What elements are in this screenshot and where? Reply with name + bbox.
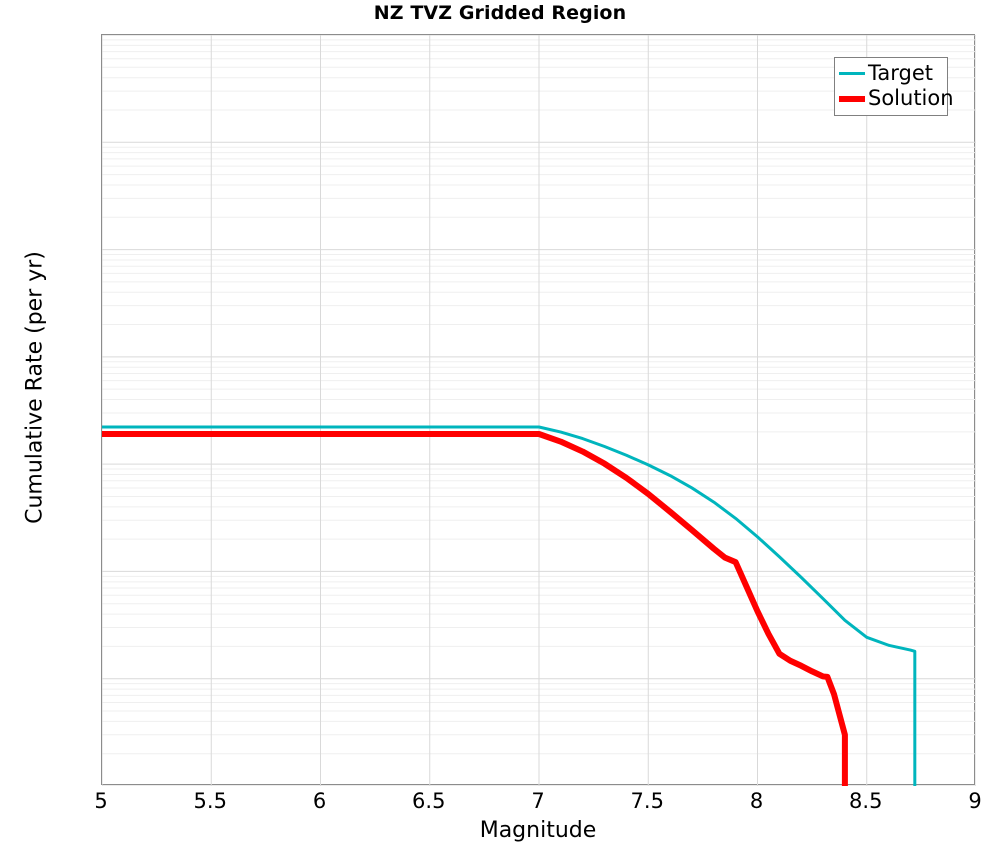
legend-item-solution: Solution	[839, 86, 954, 111]
x-tick-label: 6	[312, 789, 327, 813]
legend-label-target: Target	[868, 61, 933, 85]
x-tick-label: 8.5	[849, 789, 883, 813]
grid-lines	[102, 35, 976, 786]
x-tick-label: 8	[749, 789, 764, 813]
series-line-target	[102, 425, 917, 786]
y-axis-label: Cumulative Rate (per yr)	[22, 251, 48, 524]
x-tick-label: 5.5	[193, 789, 227, 813]
plot-area	[101, 34, 976, 786]
x-tick-label: 5	[94, 789, 108, 813]
data-series-group	[102, 425, 917, 786]
legend-swatch-solution-icon	[839, 95, 865, 102]
x-axis-label: Magnitude	[479, 818, 597, 843]
x-tick-label: 9	[968, 789, 982, 813]
series-line-solution	[102, 430, 848, 786]
legend: Target Solution	[834, 57, 954, 116]
x-tick-label: 6.5	[412, 789, 446, 813]
legend-item-target: Target	[839, 61, 943, 86]
legend-swatch-target-icon	[839, 72, 865, 75]
legend-label-solution: Solution	[868, 86, 954, 110]
x-tick-label: 7.5	[630, 789, 664, 813]
x-tick-label: 7	[531, 789, 545, 813]
page-title: NZ TVZ Gridded Region	[373, 2, 627, 24]
